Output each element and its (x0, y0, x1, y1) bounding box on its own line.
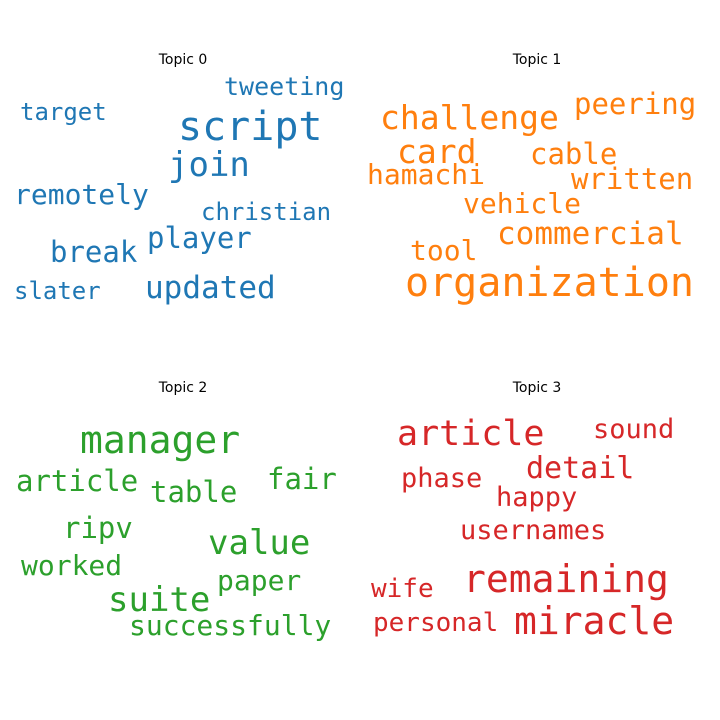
word-3-2: miracle (514, 598, 675, 643)
word-2-6: ripv (63, 511, 133, 546)
word-1-6: written (571, 162, 694, 197)
word-1-3: commercial (497, 215, 684, 252)
word-3-7: usernames (460, 514, 607, 546)
word-3-6: happy (496, 481, 578, 513)
word-3-8: wife (371, 573, 434, 604)
word-2-3: article (16, 464, 139, 499)
word-2-9: successfully (129, 609, 332, 643)
word-0-9: slater (14, 277, 101, 306)
word-1-1: challenge (380, 97, 559, 137)
word-1-7: hamachi (367, 158, 486, 192)
word-0-8: christian (201, 198, 332, 227)
word-0-2: remotely (14, 178, 149, 212)
word-2-1: value (208, 523, 311, 564)
word-0-6: tweeting (224, 71, 345, 101)
word-1-4: peering (574, 87, 697, 122)
panel-title-topic-0: Topic 0 (158, 52, 208, 68)
panel-title-topic-2: Topic 2 (158, 380, 208, 396)
word-3-5: phase (401, 462, 483, 494)
word-0-7: target (20, 98, 107, 127)
word-0-0: script (178, 104, 323, 151)
word-3-1: remaining (463, 556, 669, 601)
word-2-8: paper (217, 564, 302, 598)
panel-title-topic-1: Topic 1 (512, 52, 562, 68)
word-2-5: fair (267, 462, 337, 497)
word-2-0: manager (80, 417, 241, 462)
word-2-7: worked (21, 549, 123, 583)
word-1-5: cable (530, 137, 618, 172)
word-0-3: break (50, 235, 138, 270)
word-2-2: suite (108, 580, 211, 621)
panel-title-topic-3: Topic 3 (512, 380, 562, 396)
word-3-3: detail (526, 451, 635, 487)
word-3-4: sound (593, 413, 675, 445)
word-3-9: personal (373, 607, 499, 638)
word-1-0: organization (405, 260, 694, 307)
word-0-1: join (168, 145, 250, 186)
word-0-5: updated (145, 269, 276, 306)
word-1-8: vehicle (463, 187, 582, 221)
word-1-2: card (397, 131, 477, 171)
word-2-4: table (150, 475, 238, 510)
word-0-4: player (147, 221, 252, 256)
word-1-9: tool (410, 234, 478, 268)
word-3-0: article (397, 414, 545, 455)
